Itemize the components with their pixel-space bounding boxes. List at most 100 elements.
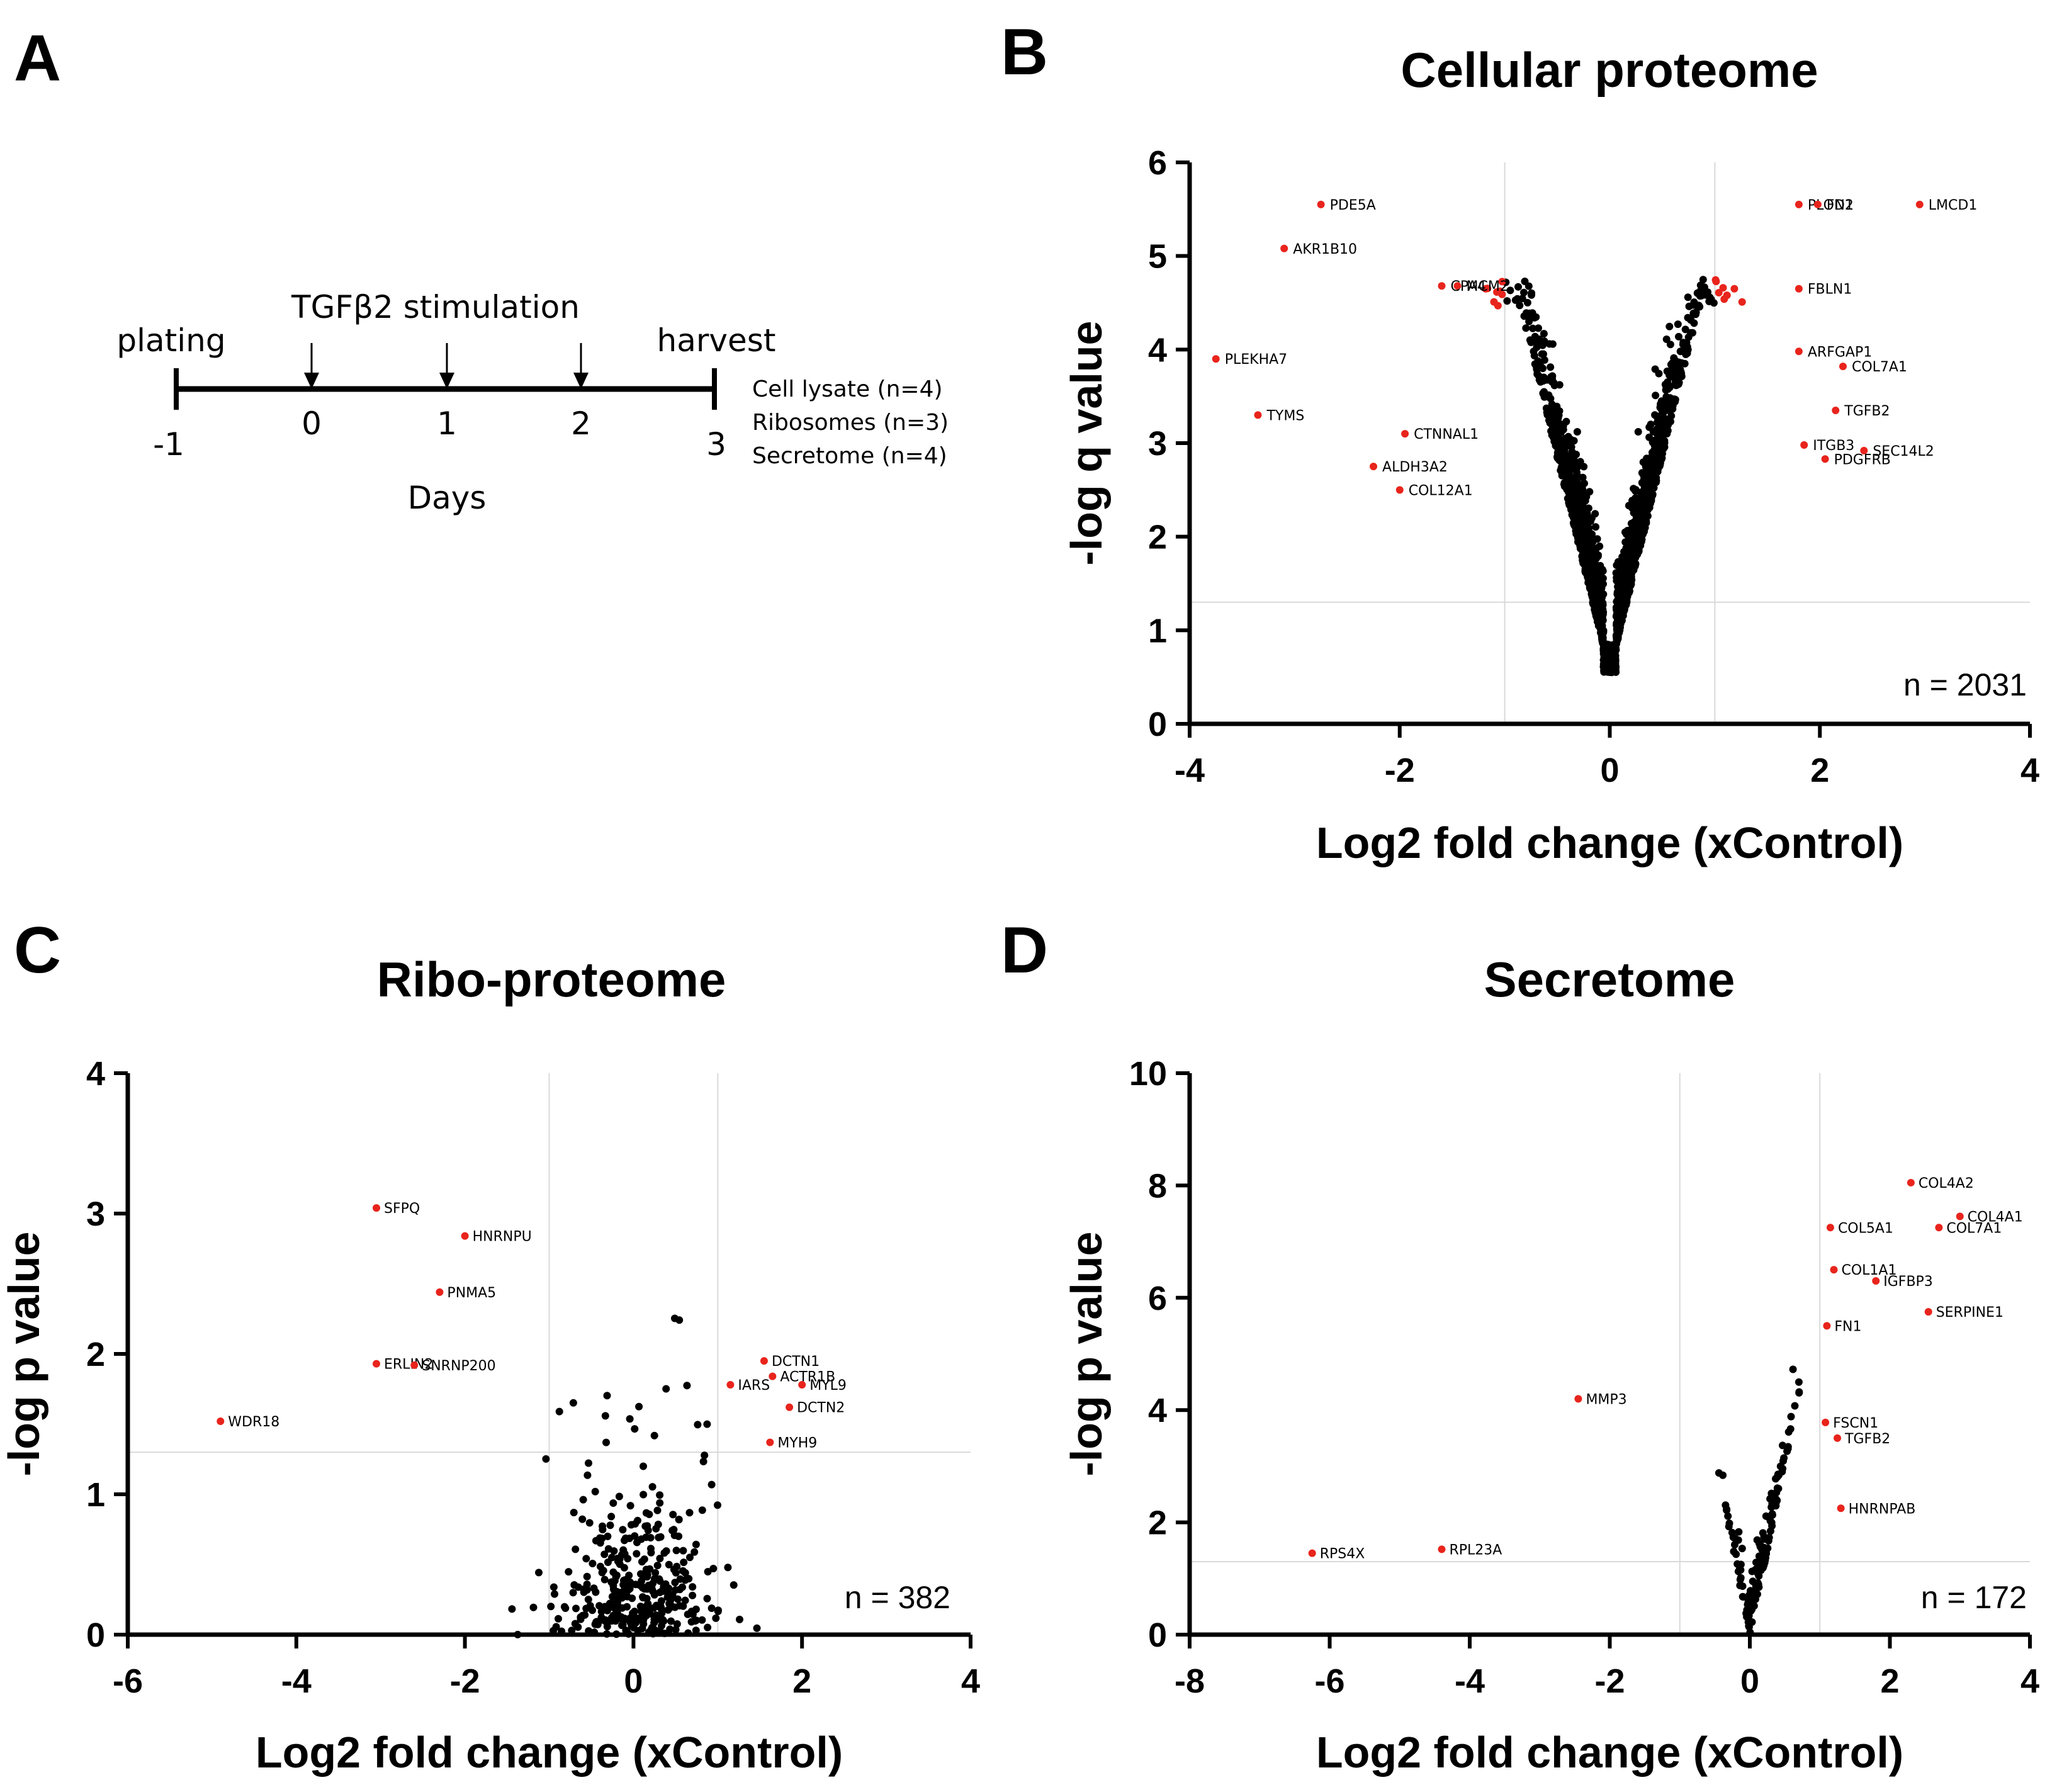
data-point xyxy=(1669,402,1677,410)
data-point xyxy=(514,1630,522,1638)
point-label: HNRNPU xyxy=(473,1229,532,1245)
data-point xyxy=(1503,297,1511,305)
labeled-point xyxy=(1834,1434,1842,1442)
data-point xyxy=(581,1611,589,1619)
data-point xyxy=(704,1568,712,1575)
data-point xyxy=(1593,573,1601,581)
labeled-point xyxy=(1907,1178,1915,1186)
data-point xyxy=(1767,1489,1776,1497)
data-point xyxy=(704,1623,712,1631)
x-tick-label: -6 xyxy=(113,1662,143,1700)
data-points xyxy=(508,1314,761,1638)
y-tick-label: 2 xyxy=(86,1336,105,1373)
data-point xyxy=(1676,347,1684,356)
data-point xyxy=(569,1589,577,1597)
data-point xyxy=(1565,441,1573,449)
data-point xyxy=(601,1412,609,1420)
data-point xyxy=(1700,283,1708,291)
data-point xyxy=(1744,1607,1752,1615)
data-point xyxy=(648,1623,656,1631)
protein-count-label: n = 172 xyxy=(1921,1580,2027,1615)
data-point xyxy=(1587,543,1595,551)
data-point xyxy=(600,1575,609,1584)
x-tick-label: 0 xyxy=(1600,752,1619,789)
data-point xyxy=(1737,1574,1745,1582)
labeled-point xyxy=(1212,355,1220,363)
data-point xyxy=(1760,1533,1768,1541)
data-point xyxy=(644,1526,652,1535)
data-point xyxy=(736,1615,743,1623)
labeled-point xyxy=(436,1288,444,1296)
data-point xyxy=(1663,400,1671,409)
data-point xyxy=(1592,523,1599,531)
data-point xyxy=(692,1626,700,1635)
timeline-diagram: TGFβ2 stimulation plating harvest -1 0 1… xyxy=(116,289,949,516)
labeled-point xyxy=(1830,1266,1838,1274)
point-label: COL1A1 xyxy=(1842,1263,1897,1278)
data-point xyxy=(602,1438,610,1446)
y-tick-label: 6 xyxy=(1148,1280,1167,1317)
data-point xyxy=(1662,335,1671,343)
data-point xyxy=(1653,450,1660,458)
data-point xyxy=(1665,322,1674,330)
data-point xyxy=(583,1581,591,1589)
data-point xyxy=(1641,493,1649,502)
data-point xyxy=(633,1538,641,1547)
data-point xyxy=(1516,301,1524,310)
data-point xyxy=(1599,599,1607,607)
data-point xyxy=(1639,530,1647,538)
point-label: FBLN1 xyxy=(1808,282,1852,298)
significant-point xyxy=(1490,298,1498,306)
data-point xyxy=(1666,341,1674,349)
volcano-plot-cellular-proteome: -4 -2 0 2 4 0 1 2 3 4 5 6 Cellular proteome Log2 fold… xyxy=(1062,42,2039,867)
data-point xyxy=(672,1626,680,1633)
data-point xyxy=(583,1572,591,1581)
data-point xyxy=(642,1509,650,1517)
data-point xyxy=(585,1459,592,1467)
point-label: PNMA5 xyxy=(447,1285,496,1301)
point-label: COL4A1 xyxy=(1968,1209,2023,1225)
data-point xyxy=(652,1616,660,1624)
data-point xyxy=(1599,634,1607,642)
data-point xyxy=(569,1399,577,1407)
data-point xyxy=(1573,478,1581,487)
data-point xyxy=(1570,459,1579,467)
chart-title: Cellular proteome xyxy=(1400,42,1818,98)
data-point xyxy=(595,1602,604,1610)
data-point xyxy=(701,1451,709,1460)
labeled-point xyxy=(766,1438,774,1446)
data-point xyxy=(1550,379,1558,387)
chart-title: Secretome xyxy=(1484,952,1735,1007)
data-point xyxy=(597,1608,606,1616)
data-point xyxy=(1596,612,1604,620)
data-point xyxy=(1610,650,1618,658)
sample-ribosomes: Ribosomes (n=3) xyxy=(752,410,949,436)
y-tick-label: 3 xyxy=(1148,425,1167,463)
data-point xyxy=(604,1558,612,1566)
data-point xyxy=(1535,324,1542,332)
data-point xyxy=(1558,468,1566,476)
point-label: IGFBP3 xyxy=(1883,1274,1933,1290)
data-point xyxy=(730,1581,738,1589)
data-point xyxy=(1599,646,1608,654)
data-point xyxy=(596,1539,604,1547)
data-point xyxy=(535,1569,543,1577)
labeled-point xyxy=(1839,363,1847,371)
data-point xyxy=(555,1407,563,1416)
data-point xyxy=(1778,1468,1786,1476)
data-point xyxy=(1528,291,1535,299)
data-point xyxy=(578,1515,587,1523)
x-tick-label: 0 xyxy=(624,1662,643,1700)
point-label: ACTR1B xyxy=(780,1370,835,1385)
protein-count-label: n = 2031 xyxy=(1903,667,2027,702)
x-axis-title: Log2 fold change (xControl) xyxy=(1316,1728,1903,1777)
y-tick-label: 0 xyxy=(86,1616,105,1654)
data-point xyxy=(1667,373,1675,381)
data-point xyxy=(628,1594,636,1603)
data-point xyxy=(558,1627,566,1635)
data-point xyxy=(640,1462,647,1470)
data-point xyxy=(596,1562,604,1570)
data-point xyxy=(1572,527,1580,534)
data-point xyxy=(1745,1591,1754,1599)
data-point xyxy=(653,1562,662,1570)
